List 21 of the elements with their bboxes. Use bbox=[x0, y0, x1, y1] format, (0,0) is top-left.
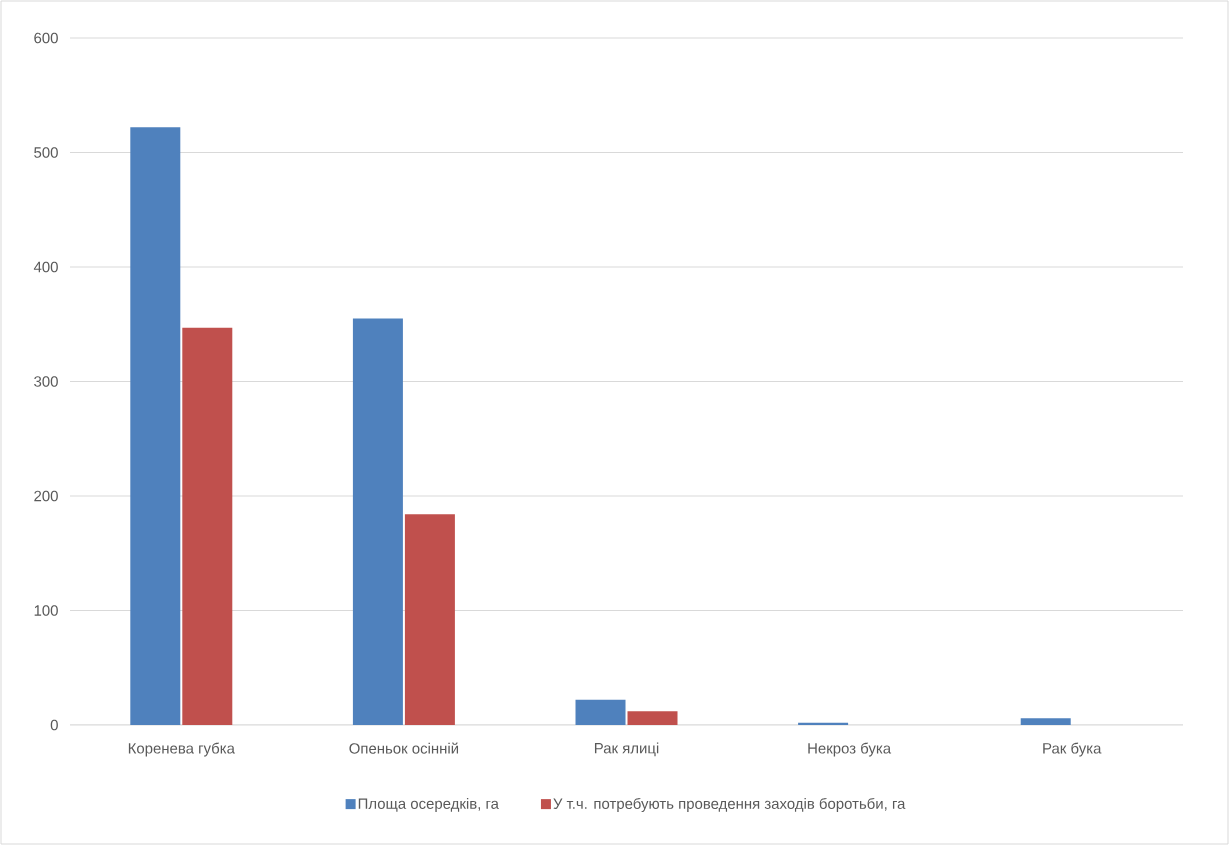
x-tick-label: Некроз бука bbox=[808, 742, 892, 757]
x-tick-label: Рак бука bbox=[1043, 742, 1102, 757]
y-tick-label: 400 bbox=[33, 261, 58, 273]
bar bbox=[182, 327, 233, 725]
y-tick-label: 0 bbox=[50, 719, 58, 731]
x-tick-label: Опеньок осінній bbox=[349, 742, 459, 754]
x-tick-label: Коренева губка bbox=[128, 742, 235, 757]
y-tick-label: 500 bbox=[34, 147, 58, 158]
bar bbox=[627, 711, 678, 725]
y-tick-label: 200 bbox=[34, 490, 58, 502]
bar bbox=[130, 127, 181, 725]
y-tick-label: 600 bbox=[34, 32, 58, 44]
y-tick-label: 300 bbox=[34, 376, 58, 387]
bar bbox=[575, 699, 626, 725]
legend-label: У т.ч. потребують проведення заходів боротьби, га bbox=[553, 797, 906, 812]
bar bbox=[404, 514, 455, 725]
y-tick-label: 100 bbox=[34, 605, 58, 616]
bar bbox=[1020, 718, 1071, 725]
legend-label: Площа осередків, га bbox=[358, 797, 499, 812]
bar bbox=[352, 318, 403, 725]
x-tick-label: Рак ялиці bbox=[594, 742, 659, 757]
